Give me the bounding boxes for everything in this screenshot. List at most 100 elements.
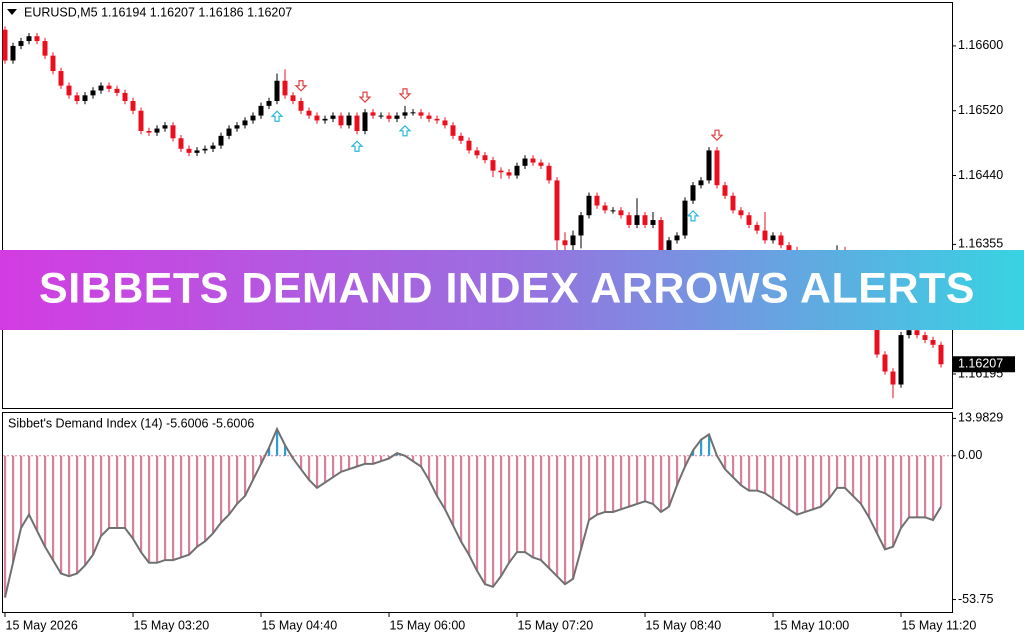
histogram-bar: [604, 455, 607, 512]
histogram-bar: [172, 455, 175, 561]
candle-body: [506, 172, 512, 176]
histogram-bar: [284, 445, 287, 456]
candle-body: [138, 110, 144, 131]
histogram-bar: [860, 455, 863, 504]
histogram-bar: [156, 455, 159, 563]
candle-body: [162, 125, 168, 129]
histogram-bar: [708, 434, 711, 456]
index-line: [4, 426, 942, 598]
candle-body: [378, 115, 384, 117]
candle-body: [482, 155, 488, 161]
candle-body: [674, 235, 680, 241]
histogram-bar: [556, 455, 559, 577]
histogram-bar: [388, 455, 391, 459]
histogram-bar: [476, 455, 479, 571]
candle-body: [458, 135, 464, 141]
candle-body: [698, 180, 704, 186]
candle-body: [58, 71, 64, 86]
histogram-bar: [60, 455, 63, 574]
histogram-bar: [516, 455, 519, 553]
candle-body: [194, 150, 200, 153]
histogram-bar: [236, 455, 239, 504]
buy-arrow: [398, 124, 412, 137]
histogram-bar: [428, 455, 431, 480]
histogram-bar: [940, 455, 943, 507]
histogram-bar: [700, 439, 703, 456]
histogram-bar: [572, 455, 575, 579]
histogram-bar: [748, 455, 751, 491]
candle-body: [122, 92, 128, 102]
histogram-bar: [348, 455, 351, 470]
collapse-icon: [7, 9, 17, 15]
x-tick-label: 15 May 06:00: [390, 618, 466, 632]
candle-body: [314, 115, 320, 121]
histogram-bar: [228, 455, 231, 515]
candle-body: [282, 80, 288, 96]
candle-body: [690, 185, 696, 201]
candle-body: [730, 195, 736, 211]
candle-body: [554, 180, 560, 241]
histogram-bar: [612, 455, 615, 512]
histogram-bar: [908, 455, 911, 518]
candle-body: [130, 101, 136, 111]
histogram-bar: [660, 455, 663, 512]
candle-body: [306, 110, 312, 116]
candle-body: [218, 135, 224, 146]
candle-body: [18, 41, 24, 46]
candle-body: [82, 95, 88, 102]
candle-body: [258, 105, 264, 116]
sell-arrow: [398, 88, 412, 100]
candle-body: [434, 118, 440, 121]
candle-body: [474, 150, 480, 156]
histogram-bar: [644, 455, 647, 502]
candle-body: [594, 195, 600, 206]
histogram-bar: [396, 453, 399, 456]
candle-body: [170, 125, 176, 139]
candle-body: [10, 45, 16, 61]
candle-body: [450, 125, 456, 136]
candle-body: [106, 85, 112, 89]
histogram-bar: [468, 455, 471, 555]
candle-body: [338, 115, 344, 126]
candle-body: [250, 115, 256, 121]
histogram-bar: [52, 455, 55, 561]
candle-body: [922, 335, 928, 340]
candle-body: [898, 335, 904, 385]
histogram-bar: [932, 455, 935, 520]
candle-body: [682, 200, 688, 236]
histogram-bar: [164, 455, 167, 561]
histogram-bar: [180, 455, 183, 558]
symbol-header: EURUSD,M5 1.16194 1.16207 1.16186 1.1620…: [24, 5, 292, 19]
candle-body: [426, 115, 432, 119]
histogram-bar: [772, 455, 775, 499]
histogram-bar: [900, 455, 903, 529]
candle-body: [530, 158, 536, 163]
histogram-bar: [332, 455, 335, 478]
candle-body: [402, 112, 408, 116]
candle-body: [578, 215, 584, 236]
x-tick-label: 15 May 08:40: [646, 618, 722, 632]
histogram-bar: [540, 455, 543, 561]
histogram-bar: [12, 455, 15, 563]
histogram-bar: [732, 455, 735, 478]
candle-body: [626, 215, 632, 225]
candle-body: [442, 120, 448, 126]
histogram-bar: [884, 455, 887, 550]
y-tick-label: -53.75: [958, 592, 993, 606]
histogram-bar: [780, 455, 783, 504]
candle-body: [346, 115, 352, 126]
histogram-bar: [356, 455, 359, 467]
x-tick-label: 15 May 10:00: [774, 618, 850, 632]
candle-body: [274, 80, 280, 102]
buy-arrow: [350, 140, 364, 152]
histogram-bar: [252, 455, 255, 480]
candle-body: [602, 205, 608, 211]
histogram-bar: [620, 455, 623, 510]
candle-body: [538, 162, 544, 166]
candle-body: [186, 148, 192, 153]
histogram-bar: [196, 455, 199, 547]
candle-body: [562, 240, 568, 246]
y-tick-label: 1.16355: [958, 237, 1003, 251]
candle-body: [34, 36, 40, 42]
